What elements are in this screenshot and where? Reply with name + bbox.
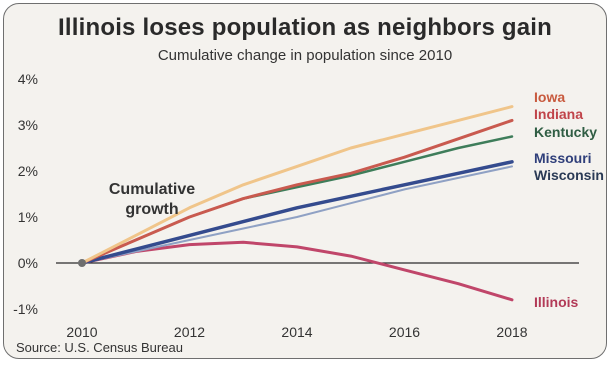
y-tick-label: 0% — [18, 255, 38, 271]
y-tick-label: 4% — [18, 71, 38, 87]
chart-title: Illinois loses population as neighbors g… — [58, 14, 552, 41]
series-label-iowa: Iowa — [534, 89, 565, 105]
series-label-missouri: Missouri — [534, 150, 592, 166]
series-line-missouri — [80, 160, 514, 265]
series-line-wisconsin — [81, 165, 513, 264]
series-label-kentucky: Kentucky — [534, 124, 597, 140]
source-note: Source: U.S. Census Bureau — [16, 340, 183, 355]
y-tick-label: 1% — [18, 209, 38, 225]
chart-subtitle: Cumulative change in population since 20… — [157, 47, 453, 64]
series-line-indiana — [80, 118, 514, 265]
x-tick-label: 2014 — [281, 324, 312, 340]
x-tick-label: 2012 — [174, 324, 205, 340]
x-tick-label: 2016 — [389, 324, 420, 340]
series-line-iowa — [80, 105, 514, 265]
chart-card: Illinois loses population as neighbors g… — [3, 3, 607, 359]
line-chart: 4% 3% 2% 1% 0% -1% 2010 2012 2014 2016 2018 IowaInd… — [13, 71, 604, 340]
annotation-text: Cumulative — [109, 181, 195, 198]
x-tick-label: 2018 — [496, 324, 527, 340]
series-label-wisconsin: Wisconsin — [534, 167, 604, 183]
y-tick-label: -1% — [13, 301, 38, 317]
series-line-illinois — [80, 240, 514, 302]
series-label-indiana: Indiana — [534, 106, 583, 122]
series-label-illinois: Illinois — [534, 294, 579, 310]
origin-point — [78, 259, 86, 267]
y-tick-label: 3% — [18, 117, 38, 133]
annotation-text: growth — [125, 201, 178, 218]
x-tick-label: 2010 — [66, 324, 97, 340]
series-line-kentucky — [80, 135, 514, 265]
y-tick-label: 2% — [18, 163, 38, 179]
